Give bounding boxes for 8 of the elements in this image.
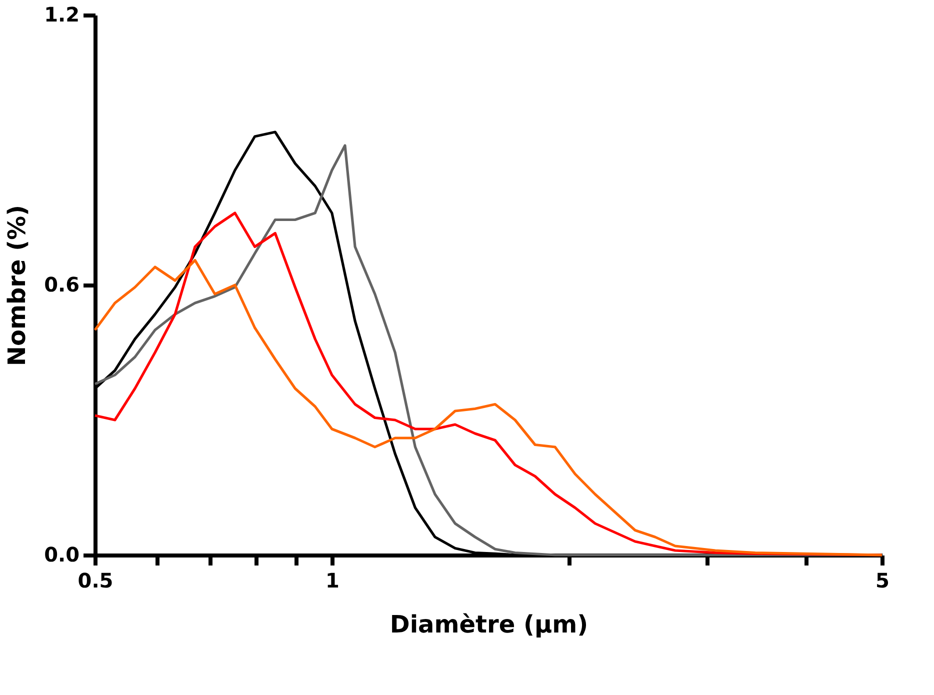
y-tick-label: 0.6 xyxy=(44,272,80,296)
x-tick-label: 1 xyxy=(325,568,340,592)
y-tick-label: 1.2 xyxy=(44,2,80,26)
x-tick-label: 5 xyxy=(876,568,890,592)
x-axis-title: Diamètre (µm) xyxy=(390,610,588,638)
x-tick-label: 0.5 xyxy=(78,568,114,592)
y-tick-label: 0.0 xyxy=(44,542,80,566)
y-axis-title: Nombre (%) xyxy=(3,204,32,366)
